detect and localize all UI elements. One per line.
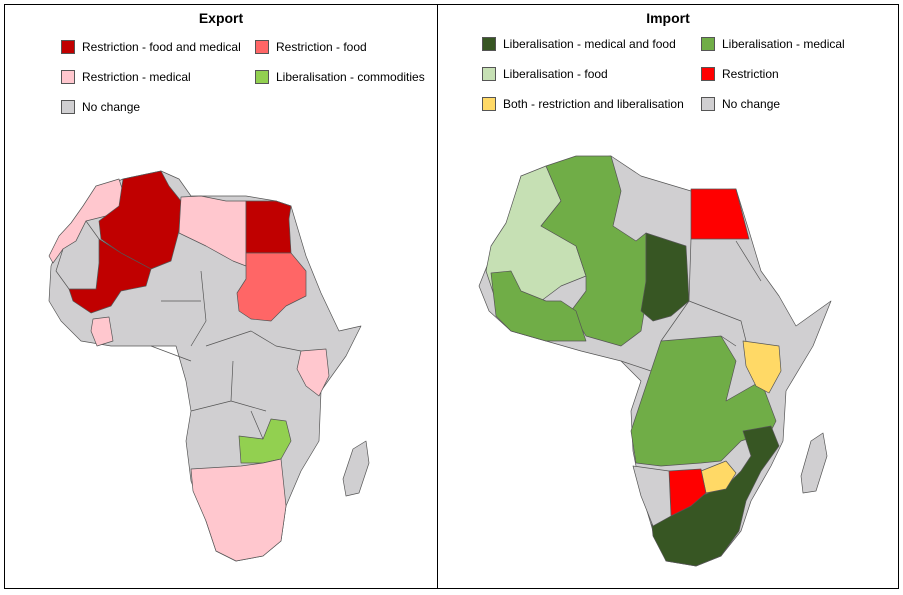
border-lines — [620, 238, 762, 372]
legend-swatch — [701, 97, 715, 111]
import-africa-map — [478, 155, 832, 567]
legend-swatch — [701, 37, 715, 51]
export-africa-map — [48, 170, 370, 562]
legend-label: Restriction - medical — [82, 70, 191, 84]
country-kenya — [296, 348, 330, 397]
legend-label: No change — [722, 97, 781, 111]
country-west-coast — [490, 270, 587, 342]
country-algeria-niger — [540, 155, 647, 347]
country-egypt — [245, 200, 292, 254]
country-egypt — [690, 188, 750, 240]
country-madagascar — [342, 440, 370, 497]
import-title: Import — [646, 10, 690, 26]
legend-swatch — [482, 37, 496, 51]
import-legend-lib-food: Liberalisation - food — [482, 67, 608, 81]
legend-label: Liberalisation - medical — [722, 37, 845, 51]
legend-swatch — [255, 70, 269, 84]
country-central — [630, 335, 777, 467]
country-chad — [640, 232, 690, 322]
legend-label: Liberalisation - medical and food — [503, 37, 676, 51]
legend-label: No change — [82, 100, 141, 114]
import-legend-lib-medical-food: Liberalisation - medical and food — [482, 37, 676, 51]
country-mauritania — [55, 220, 100, 290]
export-legend-restriction-food-medical: Restriction - food and medical — [61, 40, 241, 54]
country-ghana — [90, 316, 114, 347]
import-panel: Import Liberalisation - medical and food… — [437, 4, 899, 589]
export-legend-liberalisation-commodities: Liberalisation - commodities — [255, 70, 425, 84]
legend-swatch — [61, 70, 75, 84]
legend-swatch — [701, 67, 715, 81]
legend-swatch — [255, 40, 269, 54]
country-namibia — [632, 465, 672, 527]
import-legend-lib-medical: Liberalisation - medical — [701, 37, 845, 51]
legend-label: Restriction - food and medical — [82, 40, 241, 54]
legend-label: Liberalisation - food — [503, 67, 608, 81]
country-madagascar — [800, 432, 828, 494]
country-kenya — [742, 340, 782, 394]
import-legend-restriction: Restriction — [701, 67, 779, 81]
country-algeria — [98, 170, 182, 270]
import-legend-both: Both - restriction and liberalisation — [482, 97, 684, 111]
legend-swatch — [61, 40, 75, 54]
import-legend-no-change: No change — [701, 97, 780, 111]
legend-swatch — [61, 100, 75, 114]
border-lines — [150, 270, 302, 440]
export-panel: Export Restriction - food and medical Re… — [4, 4, 438, 589]
legend-swatch — [482, 97, 496, 111]
legend-label: Restriction — [722, 67, 779, 81]
export-legend-restriction-medical: Restriction - medical — [61, 70, 191, 84]
legend-swatch — [482, 67, 496, 81]
legend-label: Both - restriction and liberalisation — [503, 97, 684, 111]
export-legend-restriction-food: Restriction - food — [255, 40, 367, 54]
country-sudan — [236, 252, 307, 322]
country-southern-africa — [190, 458, 287, 562]
export-legend-no-change: No change — [61, 100, 140, 114]
country-zambia — [238, 418, 292, 464]
legend-label: Liberalisation - commodities — [276, 70, 425, 84]
legend-label: Restriction - food — [276, 40, 367, 54]
export-title: Export — [198, 10, 244, 26]
